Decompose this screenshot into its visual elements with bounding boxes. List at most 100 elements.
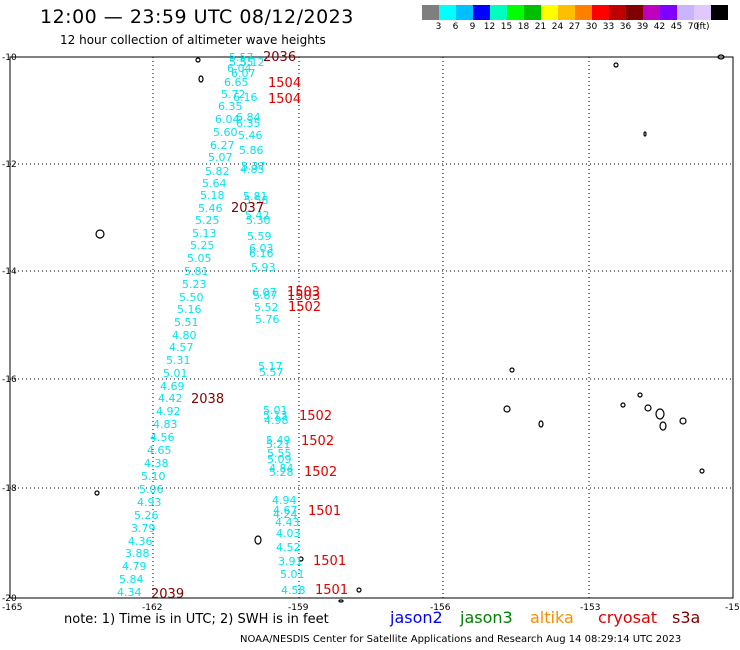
legend-swatch <box>609 5 626 20</box>
legend-label: 9 <box>469 22 476 32</box>
pass-time-label: 1503 <box>287 289 320 304</box>
legend-swatch <box>626 5 643 20</box>
legend-unit: (ft) <box>696 22 710 32</box>
wave-height-value: 5.05 <box>187 252 212 265</box>
wave-height-value: 6.03 <box>249 242 274 255</box>
wave-height-value: 4.03 <box>276 527 301 540</box>
lon-label: -165 <box>2 603 22 613</box>
wave-height-value: 6.35 <box>218 100 243 113</box>
legend-swatch <box>524 5 541 20</box>
wave-height-value: 5.87 <box>253 289 278 302</box>
wave-height-value: 3.91 <box>278 555 303 568</box>
lat-label: -16 <box>2 375 17 385</box>
island-outline <box>94 490 100 496</box>
island-outline <box>538 420 544 428</box>
pass-time-label: 2039 <box>151 587 184 602</box>
map-title: 12:00 — 23:59 UTC 08/12/2023 <box>40 6 354 28</box>
wave-height-value: 4.85 <box>240 163 265 176</box>
wave-height-value: 6.04 <box>227 62 252 75</box>
wave-height-value: 5.42 <box>245 209 270 222</box>
map-subtitle: 12 hour collection of altimeter wave hei… <box>60 33 326 47</box>
island-outline <box>613 62 619 68</box>
legend-label: 70 <box>687 22 700 32</box>
lat-label: -10 <box>2 53 17 63</box>
wave-height-value: 4.79 <box>122 560 147 573</box>
legend-swatch <box>541 5 558 20</box>
legend-swatch <box>473 5 490 20</box>
legend-label: 21 <box>534 22 547 32</box>
wave-height-value: 6.04 <box>215 113 240 126</box>
legend-label: 3 <box>435 22 442 32</box>
wave-height-value: 4.83 <box>153 418 178 431</box>
island-outline <box>298 556 304 562</box>
wave-height-value: 4.69 <box>160 380 185 393</box>
wave-height-value: 5.06 <box>139 483 164 496</box>
wave-height-value: 4.43 <box>275 516 300 529</box>
pass-time-label: 1502 <box>304 465 337 480</box>
wave-height-value: 5.01 <box>163 367 188 380</box>
island-outline <box>679 417 687 425</box>
legend-swatch <box>592 5 609 20</box>
pass-time-label: 2038 <box>191 392 224 407</box>
legend-swatch <box>643 5 660 20</box>
pass-time-label: 1504 <box>268 92 301 107</box>
wave-height-value: 5.16 <box>177 303 202 316</box>
island-outline <box>198 75 204 83</box>
island-outline <box>338 599 344 603</box>
wave-height-value: 4.58 <box>281 584 306 597</box>
wave-height-value: 5.58 <box>244 194 269 207</box>
legend-label: 27 <box>568 22 581 32</box>
wave-height-value: 4.52 <box>276 541 301 554</box>
wave-height-value: 5.09 <box>267 453 292 466</box>
island-outline <box>509 367 515 373</box>
pass-time-label: 1502 <box>301 434 334 449</box>
wave-height-value: 5.50 <box>179 291 204 304</box>
wave-height-value: 5.07 <box>208 151 233 164</box>
island-outline <box>643 131 647 137</box>
wave-height-value: 5.55 <box>267 447 292 460</box>
satellite-name: s3a <box>672 608 701 627</box>
wave-height-value: 5.46 <box>198 202 223 215</box>
pass-time-label: 1501 <box>315 583 348 598</box>
wave-height-value: 6.84 <box>236 111 261 124</box>
island-outline <box>254 535 262 545</box>
lat-label: -20 <box>2 594 17 604</box>
wave-height-value: 4.56 <box>150 431 175 444</box>
legend-label: 45 <box>670 22 683 32</box>
legend-swatch <box>660 5 677 20</box>
island-outline <box>503 405 511 413</box>
wave-height-value: 6.35 <box>236 117 261 130</box>
wave-height-value: 6.16 <box>233 91 258 104</box>
wave-height-value: 4.98 <box>264 414 289 427</box>
wave-height-value: 5.84 <box>119 573 144 586</box>
satellite-name: jason2 <box>390 608 443 627</box>
lon-label: -15 <box>725 603 740 613</box>
legend-swatch <box>456 5 473 20</box>
legend-swatch <box>422 5 439 20</box>
legend-swatch <box>711 5 728 20</box>
legend-label: 39 <box>636 22 649 32</box>
wave-height-value: 6.07 <box>252 286 277 299</box>
wave-height-value: 6.27 <box>210 139 235 152</box>
lat-label: -12 <box>2 160 17 170</box>
footer-credit: NOAA/NESDIS Center for Satellite Applica… <box>240 634 682 645</box>
wave-height-value: 5.51 <box>174 316 199 329</box>
legend-label: 12 <box>483 22 496 32</box>
pass-time-label: 1501 <box>308 504 341 519</box>
wave-height-value: 4.92 <box>156 405 181 418</box>
island-outline <box>356 587 362 593</box>
legend-swatch <box>490 5 507 20</box>
wave-height-value: 5.13 <box>192 227 217 240</box>
wave-height-value: 5.59 <box>247 230 272 243</box>
wave-height-value: 5.31 <box>166 354 191 367</box>
wave-height-value: 4.36 <box>128 535 153 548</box>
wave-height-value: 5.60 <box>213 126 238 139</box>
wave-height-value: 5.01 <box>263 404 288 417</box>
wave-height-value: 3.88 <box>125 547 150 560</box>
wave-height-value: 5.86 <box>239 144 264 157</box>
legend-label: 24 <box>551 22 564 32</box>
wave-height-value: 5.93 <box>251 261 276 274</box>
wave-height-value: 5.21 <box>266 438 291 451</box>
legend-swatch <box>575 5 592 20</box>
